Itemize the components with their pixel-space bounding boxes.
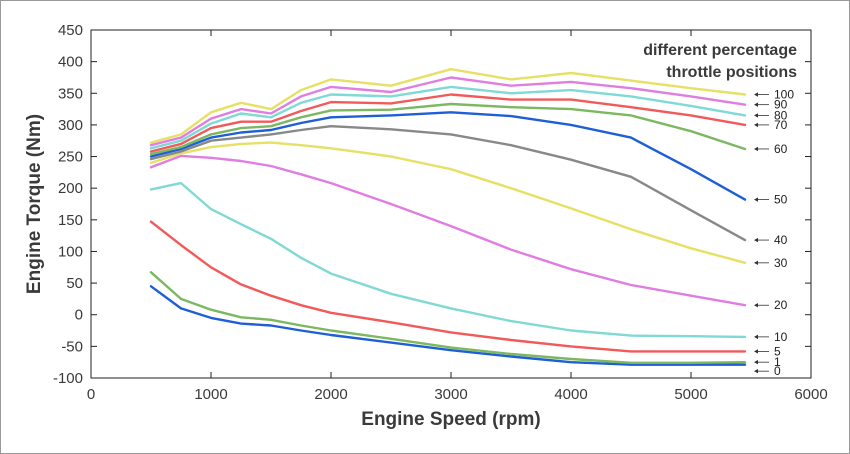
y-tick-label: 350 [58,85,83,102]
x-tick-label: 3000 [434,386,467,403]
series-label-20: 20 [774,298,788,312]
x-tick-label: 1000 [194,386,227,403]
series-lines [149,67,747,366]
series-label-70: 70 [774,118,788,132]
y-tick-label: 0 [75,307,83,324]
series-label-40: 40 [774,233,788,247]
series-label-arrow-20 [754,303,758,308]
x-axis: 0 1000 2000 3000 4000 5000 6000 [87,30,828,403]
x-tick-label: 0 [87,386,95,403]
series-line-10 [149,181,747,339]
series-label-90: 90 [774,98,788,112]
y-tick-label: 150 [58,212,83,229]
series-label-arrow-10 [754,334,758,340]
series-line-30 [149,141,747,264]
y-tick-label: 300 [58,117,83,134]
series-line-0 [149,285,747,366]
y-tick-label: 50 [66,275,83,292]
y-tick-label: 450 [58,22,83,39]
y-axis-title: Engine Torque (Nm) [24,114,45,294]
series-label-arrow-100 [754,92,758,97]
series-label-arrow-5 [754,349,758,354]
legend-title-line-1: different percentage [643,42,797,59]
series-label-50: 50 [774,193,788,207]
x-tick-label: 5000 [674,386,707,403]
series-line-5 [149,220,747,353]
series-line-40 [149,124,747,242]
y-tick-label: 250 [58,149,83,166]
series-label-arrow-90 [754,102,758,107]
x-tick-label: 2000 [314,386,347,403]
legend-title-line-2: throttle positions [666,64,797,81]
y-tick-label: 100 [58,243,83,260]
series-label-arrow-80 [754,113,758,118]
series-label-arrow-60 [754,146,758,152]
x-tick-label: 6000 [794,386,827,403]
series-line-1 [149,271,747,364]
series-line-70 [149,93,747,153]
series-label-1: 1 [774,355,781,369]
series-line-100 [149,67,747,144]
y-tick-label: -100 [53,370,83,387]
series-label-arrow-30 [754,260,758,266]
series-label-arrow-1 [754,359,758,365]
series-label-60: 60 [774,142,788,156]
series-label-80: 80 [774,108,788,122]
series-line-80 [149,85,747,150]
series-label-arrow-40 [754,237,758,243]
series-label-arrow-70 [754,122,758,128]
series-line-60 [149,102,747,156]
series-line-20 [149,154,747,307]
series-label-10: 10 [774,330,788,344]
x-axis-title: Engine Speed (rpm) [361,409,540,430]
y-tick-label: 200 [58,180,83,197]
plot-area [90,29,812,379]
series-label-100: 100 [774,88,794,102]
x-tick-label: 4000 [554,386,587,403]
series-label-5: 5 [774,344,781,358]
series-label-30: 30 [774,256,788,270]
y-tick-label: 400 [58,54,83,71]
series-line-90 [149,76,747,147]
series-line-50 [149,111,747,201]
series-label-arrow-50 [754,197,758,202]
series-label-0: 0 [774,364,781,378]
series-label-arrow-0 [754,368,758,374]
y-tick-label: -50 [61,338,83,355]
